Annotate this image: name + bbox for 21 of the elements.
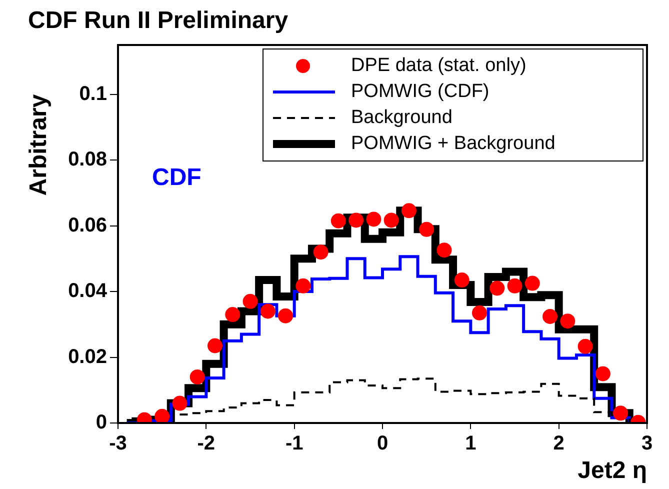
y-axis-title: Arbitrary (25, 94, 52, 196)
annotation: CDF (152, 164, 202, 191)
y-tick-label: 0.02 (68, 346, 107, 368)
y-tick-label: 0.1 (79, 82, 107, 105)
x-tick-label: -2 (197, 432, 216, 455)
legend-label: POMWIG + Background (351, 133, 556, 154)
y-tick-label: 0.06 (68, 214, 107, 236)
y-tick-label: 0.04 (68, 280, 108, 302)
y-tick-label: 0 (96, 412, 107, 434)
x-axis-title: Jet2 η (578, 457, 647, 484)
legend-label: POMWIG (CDF) (351, 81, 490, 102)
x-tick-label: 1 (465, 432, 476, 455)
x-tick-label: 2 (553, 432, 564, 455)
legend-label: DPE data (stat. only) (351, 55, 526, 76)
x-tick-label: -3 (109, 432, 127, 455)
legend-label: Background (351, 107, 452, 128)
y-tick-label: 0.08 (68, 148, 107, 171)
x-tick-label: 0 (376, 432, 388, 455)
x-tick-label: -1 (285, 432, 304, 455)
chart-title: CDF Run II Preliminary (28, 7, 289, 34)
x-tick-label: 3 (641, 432, 653, 455)
